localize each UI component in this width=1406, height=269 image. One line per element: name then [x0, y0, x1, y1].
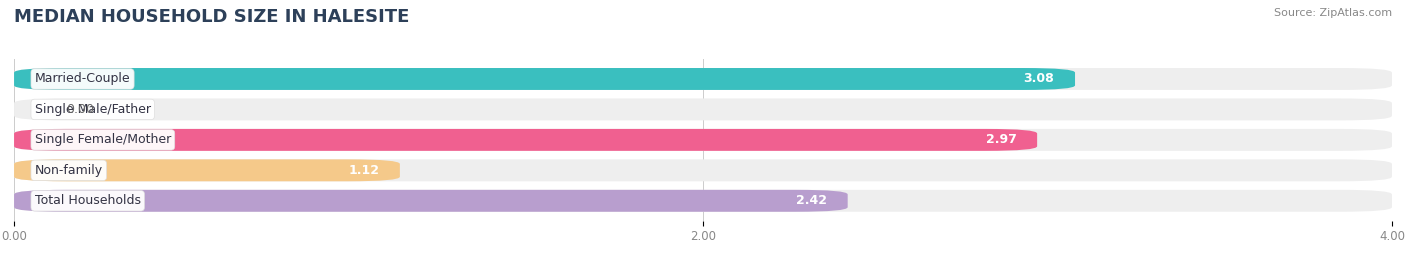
Text: 2.42: 2.42 — [796, 194, 827, 207]
Text: Single Female/Mother: Single Female/Mother — [35, 133, 172, 146]
FancyBboxPatch shape — [14, 159, 1392, 181]
FancyBboxPatch shape — [14, 190, 848, 212]
FancyBboxPatch shape — [14, 190, 1392, 212]
FancyBboxPatch shape — [14, 68, 1392, 90]
FancyBboxPatch shape — [14, 129, 1038, 151]
Text: 3.08: 3.08 — [1024, 72, 1054, 86]
Text: MEDIAN HOUSEHOLD SIZE IN HALESITE: MEDIAN HOUSEHOLD SIZE IN HALESITE — [14, 8, 409, 26]
Text: 0.00: 0.00 — [66, 103, 94, 116]
Text: Total Households: Total Households — [35, 194, 141, 207]
FancyBboxPatch shape — [14, 98, 1392, 121]
FancyBboxPatch shape — [14, 68, 1076, 90]
Text: 1.12: 1.12 — [349, 164, 380, 177]
FancyBboxPatch shape — [14, 129, 1392, 151]
Text: Married-Couple: Married-Couple — [35, 72, 131, 86]
Text: Source: ZipAtlas.com: Source: ZipAtlas.com — [1274, 8, 1392, 18]
Text: Single Male/Father: Single Male/Father — [35, 103, 150, 116]
Text: Non-family: Non-family — [35, 164, 103, 177]
FancyBboxPatch shape — [14, 159, 399, 181]
Text: 2.97: 2.97 — [986, 133, 1017, 146]
